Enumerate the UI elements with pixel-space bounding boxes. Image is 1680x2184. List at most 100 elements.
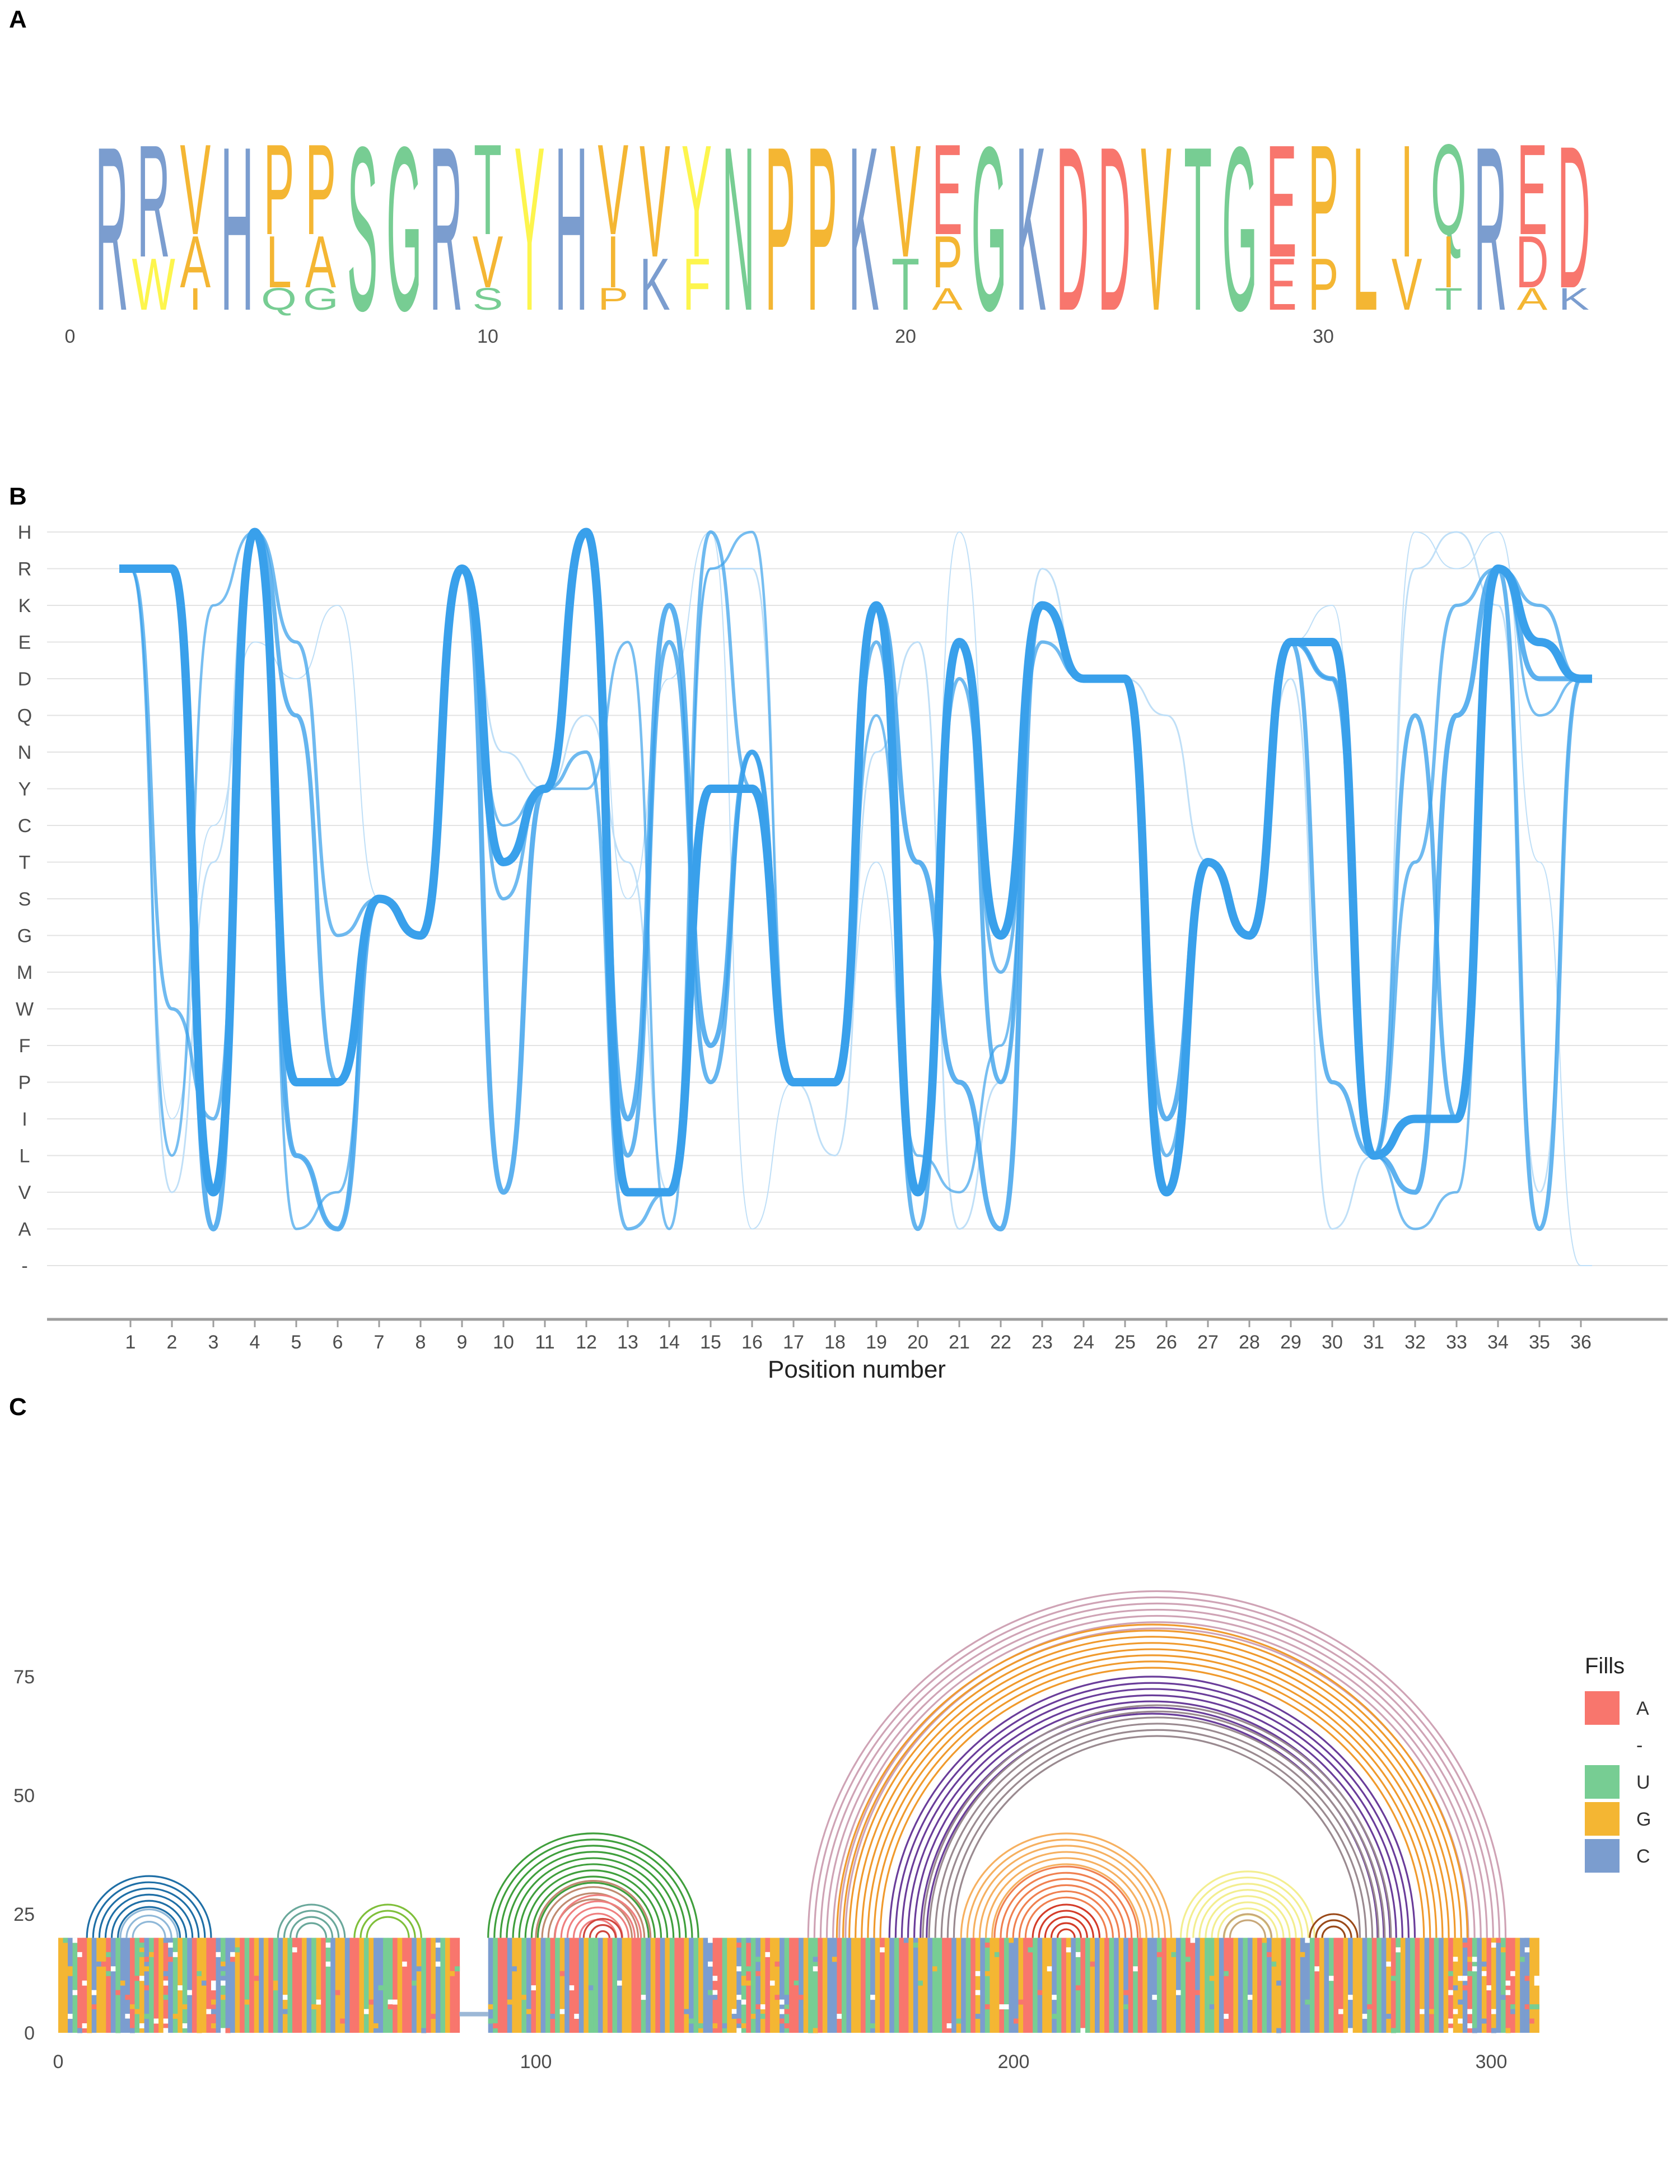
alignment-cell — [393, 1999, 398, 2005]
alignment-column — [1348, 1938, 1354, 2033]
base-pair-arc — [132, 1921, 166, 1938]
alignment-cell — [335, 1990, 340, 1995]
alignment-column — [182, 1938, 188, 2033]
alignment-cell — [712, 1990, 718, 1995]
alignment-cell — [569, 1985, 575, 1991]
alignment-column — [1095, 1938, 1100, 2033]
alignment-cell — [975, 1971, 981, 1976]
alignment-cell — [388, 2004, 393, 2010]
alignment-cell — [641, 1995, 646, 2000]
alignment-column — [1390, 1938, 1396, 2033]
x-tick-7: 7 — [374, 1332, 385, 1353]
alignment-cell — [1305, 1938, 1310, 1943]
alignment-column — [1520, 1938, 1525, 2033]
alignment-cell — [125, 2018, 130, 2024]
logo-letter: Q — [261, 282, 297, 316]
x-tick-25: 25 — [1114, 1332, 1136, 1353]
base-pair-arc — [894, 1682, 1410, 1938]
alignment-cell — [163, 1995, 169, 2000]
alignment-column — [927, 1938, 933, 2033]
logo-letter: V — [640, 111, 670, 291]
alignment-cell — [1458, 2018, 1463, 2024]
alignment-column — [1262, 1938, 1267, 2033]
y-tick-W: W — [16, 999, 34, 1020]
alignment-column — [622, 1938, 627, 2033]
base-pair-arc — [277, 1903, 346, 1938]
alignment-column — [1118, 1938, 1124, 2033]
alignment-cell — [172, 2014, 178, 2019]
alignment-cell — [1066, 1947, 1071, 1953]
alignment-cell — [211, 1985, 217, 1991]
alignment-cell — [139, 1938, 145, 1943]
alignment-cell — [736, 2018, 742, 2024]
alignment-column — [1176, 1938, 1182, 2033]
alignment-column — [598, 1938, 604, 2033]
alignment-cell — [780, 1985, 785, 1991]
alignment-column — [1434, 1938, 1439, 2033]
alignment-cell — [1348, 1995, 1354, 2000]
alignment-cell — [68, 2014, 73, 2019]
alignment-column — [359, 1938, 365, 2033]
legend-label-G: G — [1636, 1809, 1651, 1830]
alignment-cell — [91, 2004, 97, 2010]
logo-letter: D — [1056, 97, 1089, 360]
legend-label-U: U — [1636, 1772, 1650, 1793]
alignment-column — [1300, 1938, 1305, 2033]
alignment-cell — [994, 1952, 1000, 1957]
alignment-column — [1018, 1938, 1024, 2033]
alignment-column — [507, 1938, 512, 2033]
base-pair-arc — [86, 1875, 212, 1938]
alignment-column — [407, 1938, 412, 2033]
alignment-column — [263, 1938, 269, 2033]
y-tick-P: P — [18, 1072, 31, 1094]
alignment-cell — [134, 2023, 140, 2029]
alignment-column — [1114, 1938, 1119, 2033]
alignment-cell — [870, 1995, 876, 2000]
alignment-column — [1424, 1938, 1430, 2033]
alignment-column — [354, 1938, 360, 2033]
x-tick-30: 30 — [1322, 1332, 1343, 1353]
alignment-column — [325, 1938, 331, 2033]
x-tick-16: 16 — [741, 1332, 763, 1353]
base-pair-arc — [296, 1922, 328, 1938]
base-pair-arc — [1018, 1891, 1114, 1938]
alignment-column — [889, 1938, 895, 2033]
alignment-cell — [77, 1952, 83, 1957]
alignment-cell — [1448, 2028, 1454, 2033]
alignment-cell — [1534, 1980, 1539, 1986]
x-tick-6: 6 — [333, 1332, 343, 1353]
base-pair-arc — [960, 1832, 1173, 1938]
base-pair-arc — [554, 1894, 642, 1938]
alignment-column — [827, 1938, 833, 2033]
logo-letter: I — [606, 221, 619, 304]
alignment-cell — [1462, 1985, 1468, 1991]
alignment-cell — [780, 1999, 785, 2005]
alignment-cell — [1156, 1952, 1163, 1957]
alignment-heatmap — [58, 1938, 1539, 2033]
alignment-cell — [832, 1957, 837, 1962]
alignment-cell — [736, 1942, 742, 1948]
alignment-column — [1290, 1938, 1296, 2033]
alignment-cell — [918, 1980, 923, 1986]
alignment-cell — [115, 2009, 121, 2014]
base-pair-arc — [1000, 1872, 1133, 1938]
alignment-column — [913, 1938, 918, 2033]
alignment-cell — [1420, 2009, 1425, 2014]
alignment-cell — [1481, 1971, 1487, 1976]
base-pair-arc — [879, 1667, 1425, 1938]
alignment-column — [1472, 1938, 1478, 2033]
alignment-column — [1128, 1938, 1133, 2033]
alignment-cell — [774, 1995, 780, 2000]
alignment-cell — [1123, 1990, 1129, 1995]
alignment-column — [1286, 1938, 1291, 2033]
alignment-cell — [197, 1971, 202, 1976]
alignment-cell — [139, 1976, 145, 1981]
alignment-cell — [144, 1957, 150, 1962]
alignment-column — [216, 1938, 221, 2033]
alignment-cell — [684, 2009, 689, 2014]
alignment-cell — [1348, 2028, 1354, 2033]
base-pair-arc — [902, 1689, 1402, 1938]
y-tick-L: L — [20, 1146, 30, 1167]
alignment-cell — [1534, 2004, 1539, 2010]
alignment-cell — [1501, 2014, 1506, 2019]
